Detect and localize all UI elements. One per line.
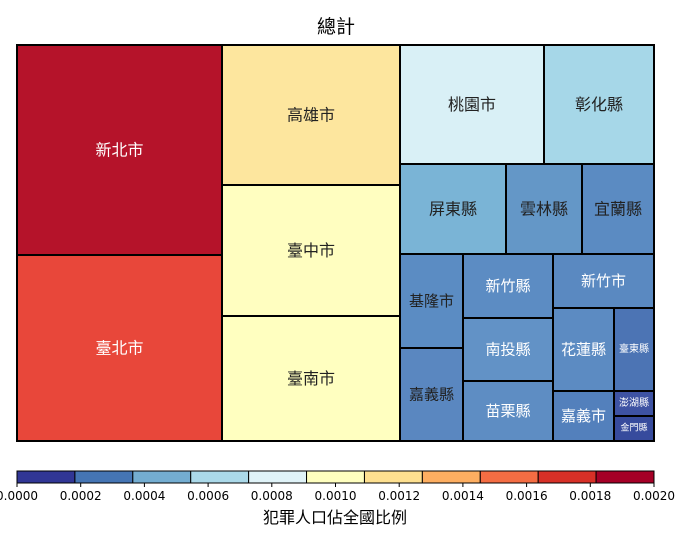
colorbar-segment-2 (132, 470, 192, 484)
tile-label-18: 嘉義市 (561, 407, 606, 425)
tile-9 (581, 163, 655, 255)
colorbar-segment-0 (16, 470, 76, 484)
tile-label-11: 新竹縣 (485, 277, 530, 295)
tile-label-1: 臺北市 (95, 339, 143, 358)
tile-label-15: 臺東縣 (619, 342, 649, 355)
treemap-border (16, 44, 655, 442)
tile-label-12: 新竹市 (581, 272, 626, 290)
colorbar-tick-label-8: 0.0016 (506, 489, 548, 503)
colorbar (16, 470, 655, 484)
tile-15 (613, 307, 655, 392)
colorbar-segment-3 (190, 470, 250, 484)
tile-13 (462, 317, 554, 382)
tile-1 (16, 254, 223, 442)
colorbar-segment-6 (363, 470, 423, 484)
tile-4 (221, 315, 401, 442)
tile-label-14: 花蓮縣 (561, 341, 606, 359)
tile-label-17: 苗栗縣 (485, 402, 530, 420)
tile-label-16: 嘉義縣 (409, 386, 454, 404)
colorbar-segment-7 (421, 470, 481, 484)
colorbar-segment-10 (595, 470, 655, 484)
tile-16 (399, 347, 464, 442)
tile-18 (552, 390, 615, 442)
tile-0 (16, 44, 223, 256)
tile-7 (399, 163, 507, 255)
tile-label-8: 雲林縣 (520, 200, 568, 219)
tile-label-3: 臺中市 (287, 241, 335, 260)
colorbar-tick-label-9: 0.0018 (569, 489, 611, 503)
tile-label-20: 金門縣 (620, 422, 647, 434)
tile-label-5: 桃園市 (448, 95, 496, 114)
colorbar-segment-1 (74, 470, 134, 484)
tile-label-13: 南投縣 (485, 341, 530, 359)
tile-19 (613, 390, 655, 417)
colorbar-segment-5 (306, 470, 365, 484)
colorbar-tick-label-0: 0.0000 (0, 489, 38, 503)
colorbar-tick-label-3: 0.0006 (187, 489, 229, 503)
tile-label-10: 基隆市 (409, 292, 454, 310)
tile-label-9: 宜蘭縣 (594, 200, 642, 219)
colorbar-segment-8 (479, 470, 539, 484)
colorbar-tick-label-2: 0.0004 (123, 489, 165, 503)
colorbar-segment-4 (248, 470, 308, 484)
chart-title: 總計 (317, 16, 355, 38)
colorbar-tick-label-1: 0.0002 (60, 489, 102, 503)
colorbar-tick-label-7: 0.0014 (442, 489, 484, 503)
tile-3 (221, 184, 401, 317)
colorbar-tick-label-5: 0.0010 (315, 489, 357, 503)
legend-title: 犯罪人口佔全國比例 (263, 508, 407, 527)
tile-17 (462, 380, 554, 442)
colorbar-tick-label-10: 0.0020 (633, 489, 675, 503)
colorbar-ticks: 0.0000 0.0002 0.0004 0.0006 0.0008 0.0010 0.00… (0, 483, 675, 503)
colorbar-segment-9 (537, 470, 597, 484)
tile-label-6: 彰化縣 (575, 95, 623, 114)
colorbar-tick-label-6: 0.0012 (378, 489, 420, 503)
tile-11 (462, 253, 554, 319)
tile-label-19: 澎湖縣 (619, 397, 649, 409)
tile-label-4: 臺南市 (287, 369, 335, 388)
colorbar-tick-label-4: 0.0008 (251, 489, 293, 503)
tile-label-7: 屏東縣 (429, 200, 477, 219)
tile-5 (399, 44, 545, 165)
tile-label-2: 高雄市 (287, 106, 335, 125)
tile-label-0: 新北市 (95, 141, 143, 160)
